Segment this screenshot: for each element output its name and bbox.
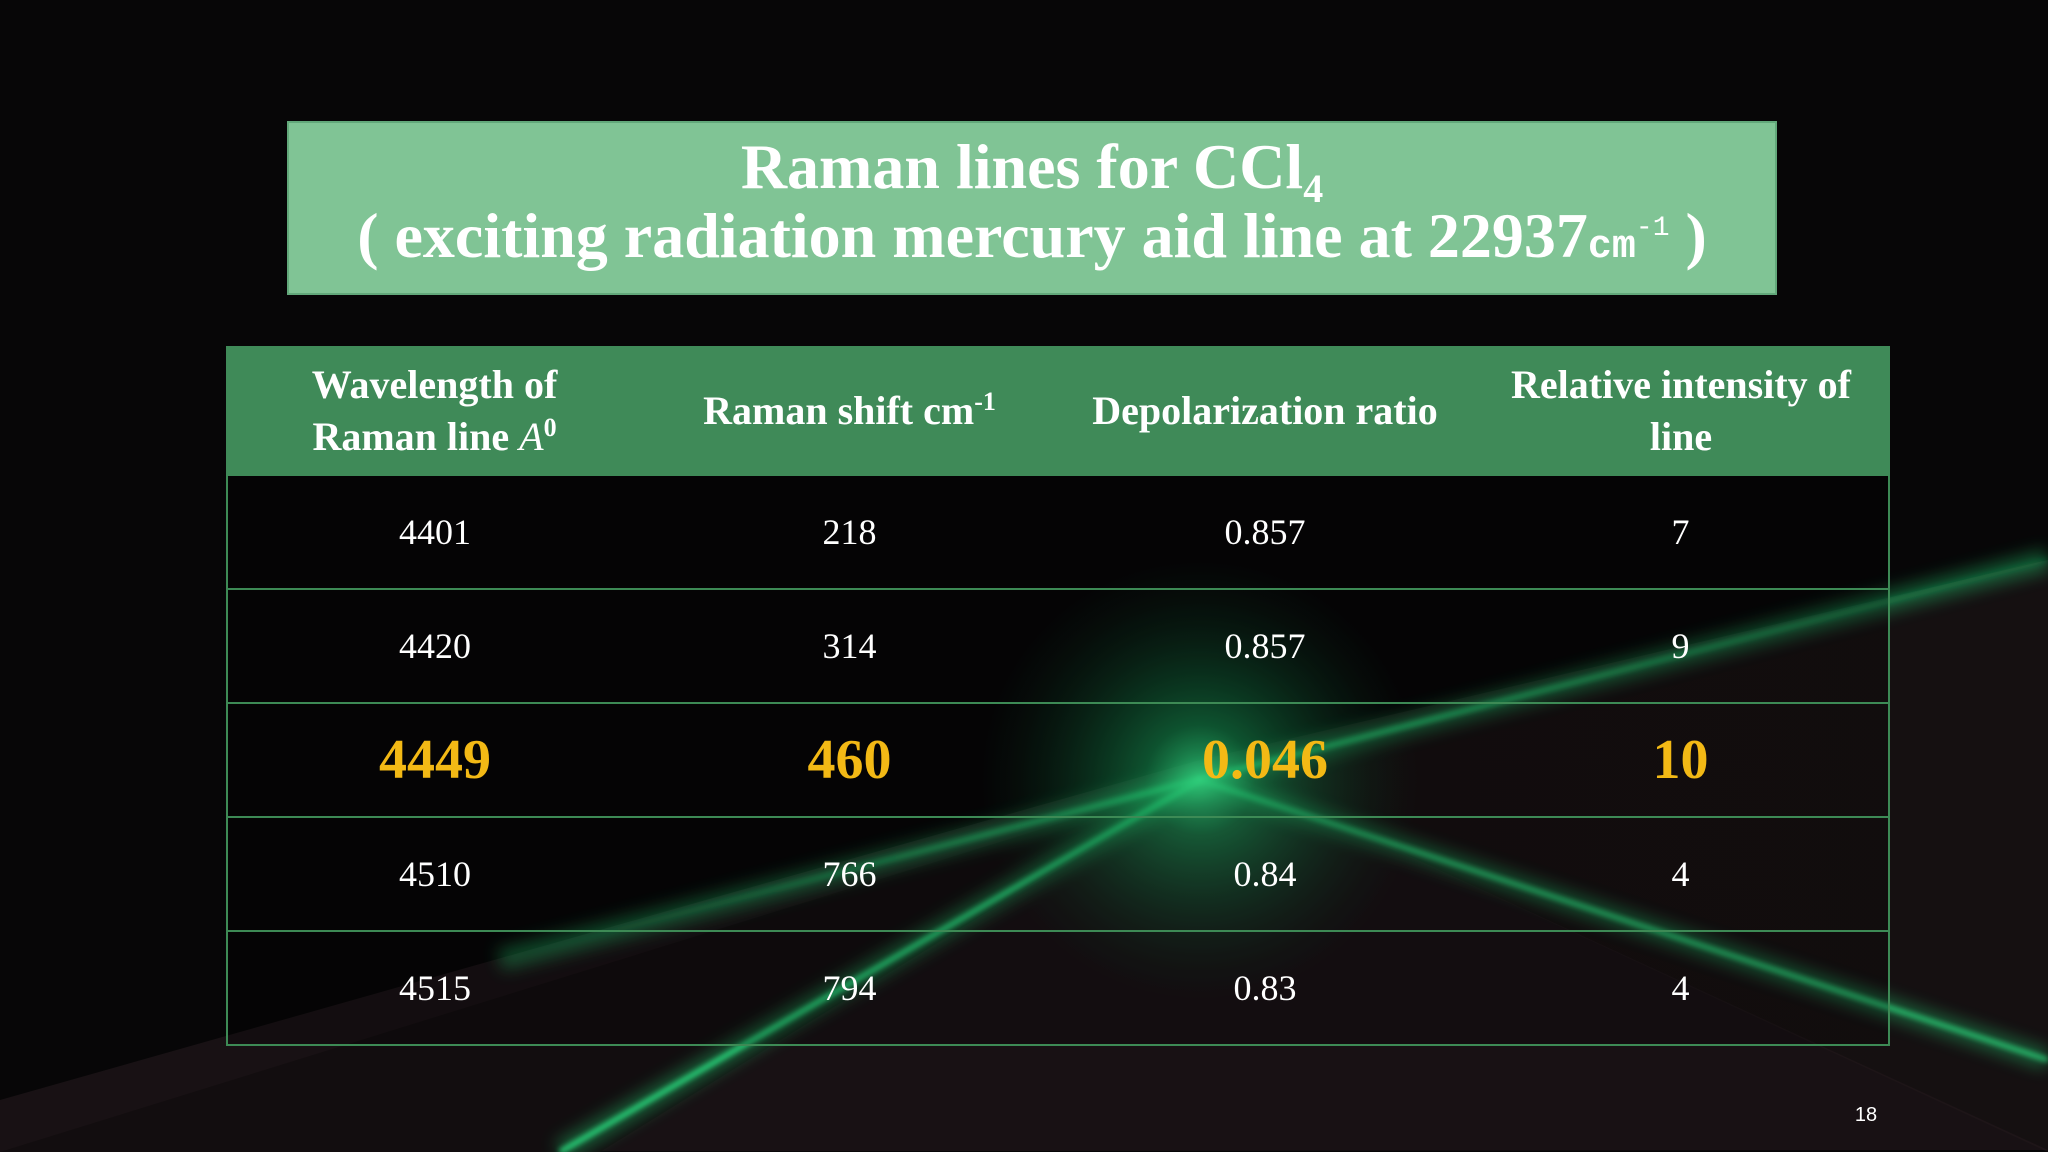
- cell-intensity: 9: [1473, 588, 1890, 704]
- table-row: 4510 766 0.84 4: [226, 816, 1890, 932]
- cell-wavelength: 4401: [226, 474, 642, 590]
- table-row: 4420 314 0.857 9: [226, 588, 1890, 704]
- header-wavelength-line2: Raman line: [312, 414, 520, 459]
- cell-raman-shift: 766: [642, 816, 1057, 932]
- cell-depolarization: 0.857: [1057, 474, 1473, 590]
- page-number: 18: [1854, 1104, 1878, 1126]
- raman-lines-table: Wavelength of Raman line A0 Raman shift c…: [226, 346, 1890, 1046]
- cell-raman-shift: 460: [642, 702, 1057, 818]
- header-raman-shift-text: Raman shift cm: [703, 388, 975, 433]
- header-depolarization-text: Depolarization ratio: [1092, 388, 1438, 433]
- cell-raman-shift: 218: [642, 474, 1057, 590]
- cell-depolarization: 0.84: [1057, 816, 1473, 932]
- cell-wavelength: 4510: [226, 816, 642, 932]
- cell-intensity: 10: [1473, 702, 1890, 818]
- header-relative-intensity: Relative intensity of line: [1472, 346, 1890, 476]
- angstrom-symbol: A: [519, 414, 544, 459]
- subtitle-superscript: -1: [1635, 213, 1670, 244]
- title-subscript: 4: [1303, 166, 1324, 211]
- cell-intensity: 7: [1473, 474, 1890, 590]
- cell-intensity: 4: [1473, 816, 1890, 932]
- cell-wavelength: 4449: [226, 702, 642, 818]
- cell-depolarization: 0.046: [1057, 702, 1473, 818]
- cell-depolarization: 0.83: [1057, 930, 1473, 1046]
- angstrom-superscript: 0: [543, 413, 557, 442]
- title-text: Raman lines for CCl: [740, 131, 1304, 202]
- table-row: 4401 218 0.857 7: [226, 474, 1890, 590]
- header-depolarization-ratio: Depolarization ratio: [1056, 346, 1474, 476]
- table-header-row: Wavelength of Raman line A0 Raman shift c…: [226, 346, 1890, 476]
- title-line-2: ( exciting radiation mercury aid line at…: [357, 201, 1707, 283]
- header-raman-shift-sup: -1: [974, 387, 996, 416]
- header-wavelength: Wavelength of Raman line A0: [226, 346, 643, 476]
- cell-raman-shift: 314: [642, 588, 1057, 704]
- slide-title: Raman lines for CCl4 ( exciting radiatio…: [287, 121, 1777, 295]
- title-line-1: Raman lines for CCl4: [740, 131, 1323, 209]
- cell-wavelength: 4420: [226, 588, 642, 704]
- header-intensity-line2: line: [1649, 414, 1713, 459]
- subtitle-text: ( exciting radiation mercury aid line at…: [357, 200, 1588, 271]
- header-intensity-line1: Relative intensity of: [1511, 362, 1851, 407]
- header-raman-shift: Raman shift cm-1: [641, 346, 1058, 476]
- cell-wavelength: 4515: [226, 930, 642, 1046]
- subtitle-unit: cm: [1587, 225, 1636, 270]
- header-wavelength-line1: Wavelength of: [311, 362, 558, 407]
- cell-raman-shift: 794: [642, 930, 1057, 1046]
- subtitle-suffix: ): [1669, 200, 1707, 271]
- table-row-highlighted: 4449 460 0.046 10: [226, 702, 1890, 818]
- cell-intensity: 4: [1473, 930, 1890, 1046]
- table-row: 4515 794 0.83 4: [226, 930, 1890, 1046]
- cell-depolarization: 0.857: [1057, 588, 1473, 704]
